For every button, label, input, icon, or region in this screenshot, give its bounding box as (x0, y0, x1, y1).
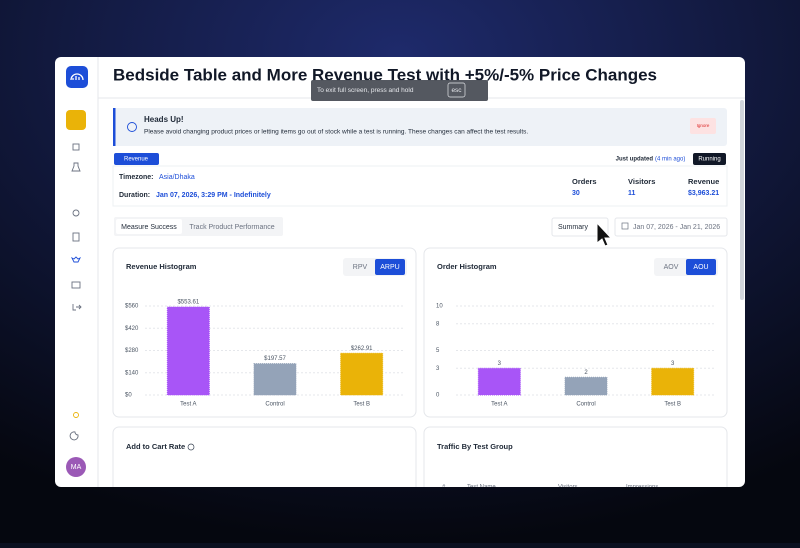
toggle-active[interactable] (375, 259, 405, 275)
ignore-label: Ignore (697, 123, 710, 128)
y-tick-label: $280 (125, 348, 139, 354)
x-tick-label: Control (265, 402, 284, 408)
nav-icon[interactable] (72, 304, 82, 311)
info-icon (187, 443, 195, 451)
duration: Jan 07, 2026, 3:29 PM - Indefinitely (156, 192, 271, 199)
alert (113, 108, 727, 146)
bar (166, 306, 210, 396)
y-tick-label: $560 (125, 304, 139, 310)
bar (253, 363, 297, 396)
value-label: 3 (671, 361, 675, 367)
value-label: $197.57 (264, 356, 286, 362)
toggle-button[interactable]: AOU (693, 264, 708, 271)
card (423, 426, 728, 487)
chart-title: Revenue Histogram (126, 262, 197, 271)
y-tick-label: $140 (125, 370, 139, 376)
toggle-active[interactable] (686, 259, 716, 275)
y-tick-label: 8 (436, 321, 440, 327)
value-label: 2 (584, 370, 588, 376)
theme-icon[interactable] (69, 431, 79, 441)
x-tick-label: Test B (664, 402, 681, 408)
alert-title: Heads Up! (144, 115, 184, 124)
theme-icon[interactable] (73, 412, 79, 418)
nav-icon[interactable] (70, 256, 82, 263)
alert-text: Please avoid changing product prices or … (144, 129, 528, 136)
ignore-button[interactable] (690, 118, 716, 134)
bar (340, 352, 384, 396)
bar (651, 367, 695, 396)
stat-label: Orders (572, 177, 597, 186)
alert-icon (127, 122, 137, 132)
status (693, 153, 726, 165)
x-tick-label: Control (576, 402, 595, 408)
logo (66, 66, 88, 88)
chart-title: Order Histogram (437, 262, 497, 271)
nav-icon[interactable] (72, 143, 80, 151)
value-label: 3 (498, 361, 502, 367)
nav-icon[interactable] (72, 209, 80, 217)
card-title: Add to Cart Rate (126, 442, 185, 451)
timezone: Asia/Dhaka (159, 174, 195, 181)
avatar-initials: MA (71, 464, 82, 471)
avatar[interactable] (66, 457, 86, 477)
date-range-text: Jan 07, 2026 - Jan 21, 2026 (633, 224, 720, 231)
calendar-icon (621, 222, 629, 230)
card (112, 426, 417, 487)
stat-label: Revenue (688, 177, 719, 186)
tab[interactable]: Track Product Performance (189, 224, 274, 231)
badge (114, 153, 159, 165)
badge-text: Revenue (124, 157, 149, 163)
logo-glyph (70, 73, 84, 81)
toggle-button[interactable]: ARPU (380, 264, 399, 271)
stat-value: 11 (628, 190, 636, 197)
bar (477, 367, 521, 396)
status-text: Running (698, 157, 720, 163)
stat-label: Visitors (628, 177, 655, 186)
toggle-button[interactable]: RPV (353, 264, 368, 271)
x-tick-label: Test A (491, 402, 507, 408)
page-title: Bedside Table and More Revenue Test with… (113, 65, 657, 84)
fullscreen-notice (311, 80, 488, 101)
nav-icon[interactable] (71, 281, 81, 289)
y-tick-label: 0 (436, 393, 440, 399)
duration-label: Duration: (119, 192, 150, 199)
table-header: # (442, 485, 446, 491)
notice-text: To exit full screen, press and hold (317, 87, 414, 94)
y-tick-label: 3 (436, 366, 440, 372)
y-tick-label: 5 (436, 348, 440, 354)
table-header: Impressions (626, 485, 658, 491)
x-tick-label: Test B (353, 402, 370, 408)
y-tick-label: $420 (125, 326, 139, 332)
stat-value: 30 (572, 190, 580, 197)
tab-active[interactable] (116, 219, 182, 234)
x-tick-label: Test A (180, 402, 196, 408)
table-header: Test Name (467, 485, 496, 491)
updated: Just updated (616, 157, 654, 163)
toggle-button[interactable]: AOV (664, 264, 679, 271)
stat-value: $3,963.21 (688, 190, 719, 197)
tab[interactable]: Measure Success (121, 224, 177, 231)
store-icon[interactable] (66, 110, 86, 130)
timezone-label: Timezone: (119, 174, 154, 181)
alert-accent (113, 108, 116, 146)
value-label: $553.61 (177, 300, 199, 306)
view-select-text: Summary (558, 224, 588, 231)
y-tick-label: 10 (436, 304, 443, 310)
updated-ago: (4 min ago) (655, 157, 685, 163)
y-tick-label: $0 (125, 393, 132, 399)
view-select[interactable] (551, 217, 609, 237)
info-box (112, 165, 728, 207)
value-label: $262.91 (351, 346, 373, 352)
card-title: Traffic By Test Group (437, 442, 513, 451)
scrollbar (740, 100, 744, 300)
bar (564, 376, 608, 396)
date-range[interactable] (614, 217, 728, 237)
key (447, 82, 466, 98)
table-header: Visitors (558, 485, 578, 491)
nav-icon[interactable] (71, 162, 81, 172)
nav-icon[interactable] (72, 232, 80, 242)
key-text: esc (451, 87, 462, 94)
cursor (596, 221, 613, 247)
